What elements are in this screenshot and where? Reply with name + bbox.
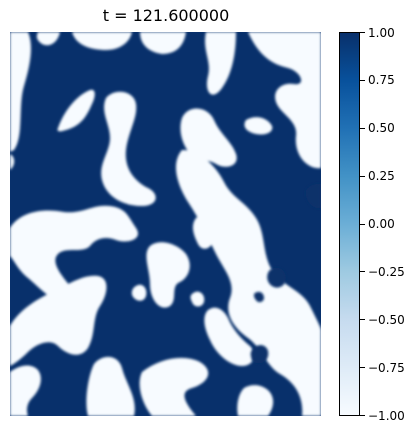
heatmap-region: [10, 365, 41, 416]
heatmap-low-regions: [10, 32, 321, 416]
heatmap-region: [10, 275, 107, 366]
heatmap-region: [10, 32, 31, 152]
colorbar: [339, 32, 360, 416]
heatmap-region: [254, 291, 264, 303]
colorbar-tick-label: 0.00: [368, 217, 395, 231]
heatmap-region: [140, 32, 186, 54]
heatmap-region: [237, 385, 274, 416]
colorbar-tick: [360, 367, 365, 369]
heatmap-region: [192, 215, 215, 249]
heatmap-region: [205, 32, 236, 95]
heatmap-region: [146, 242, 190, 308]
heatmap-region: [244, 117, 273, 135]
heatmap-region: [131, 284, 147, 301]
heatmap-region: [10, 154, 15, 170]
phase-field-heatmap: [10, 32, 321, 416]
heatmap-region: [86, 356, 135, 416]
colorbar-tick-label: −0.50: [368, 312, 405, 327]
colorbar-tick: [360, 175, 365, 177]
heatmap-region: [57, 89, 95, 132]
chart-title: t = 121.600000: [102, 6, 230, 25]
colorbar-tick: [360, 415, 365, 416]
heatmap-region: [36, 32, 60, 46]
colorbar-tick: [360, 319, 365, 321]
colorbar-tick: [360, 271, 365, 273]
heatmap-high-regions: [250, 183, 321, 364]
heatmap-region: [180, 108, 237, 167]
colorbar-tick-label: −0.25: [368, 264, 405, 279]
heatmap-region: [175, 150, 321, 416]
heatmap-region: [101, 91, 156, 206]
heatmap-region: [10, 205, 138, 303]
heatmap-region: [305, 183, 321, 209]
heatmap-region: [72, 32, 132, 50]
heatmap-region: [248, 32, 321, 169]
colorbar-tick-label: 0.25: [368, 169, 395, 184]
colorbar-tick: [360, 223, 365, 225]
colorbar-tick: [360, 79, 365, 81]
colorbar-tick-label: 0.75: [368, 73, 395, 88]
colorbar-tick-label: −0.75: [368, 360, 405, 375]
colorbar-tick: [360, 127, 365, 129]
heatmap-region: [139, 357, 209, 416]
colorbar-tick-label: −1.00: [368, 408, 405, 423]
heatmap-region: [250, 345, 269, 364]
colorbar-tick-label: 0.50: [368, 121, 395, 136]
heatmap-region: [190, 291, 205, 307]
heatmap-region: [267, 267, 286, 288]
colorbar-tick-label: 1.00: [368, 25, 395, 40]
heatmap-region: [204, 307, 255, 366]
colorbar-tick: [360, 32, 365, 33]
